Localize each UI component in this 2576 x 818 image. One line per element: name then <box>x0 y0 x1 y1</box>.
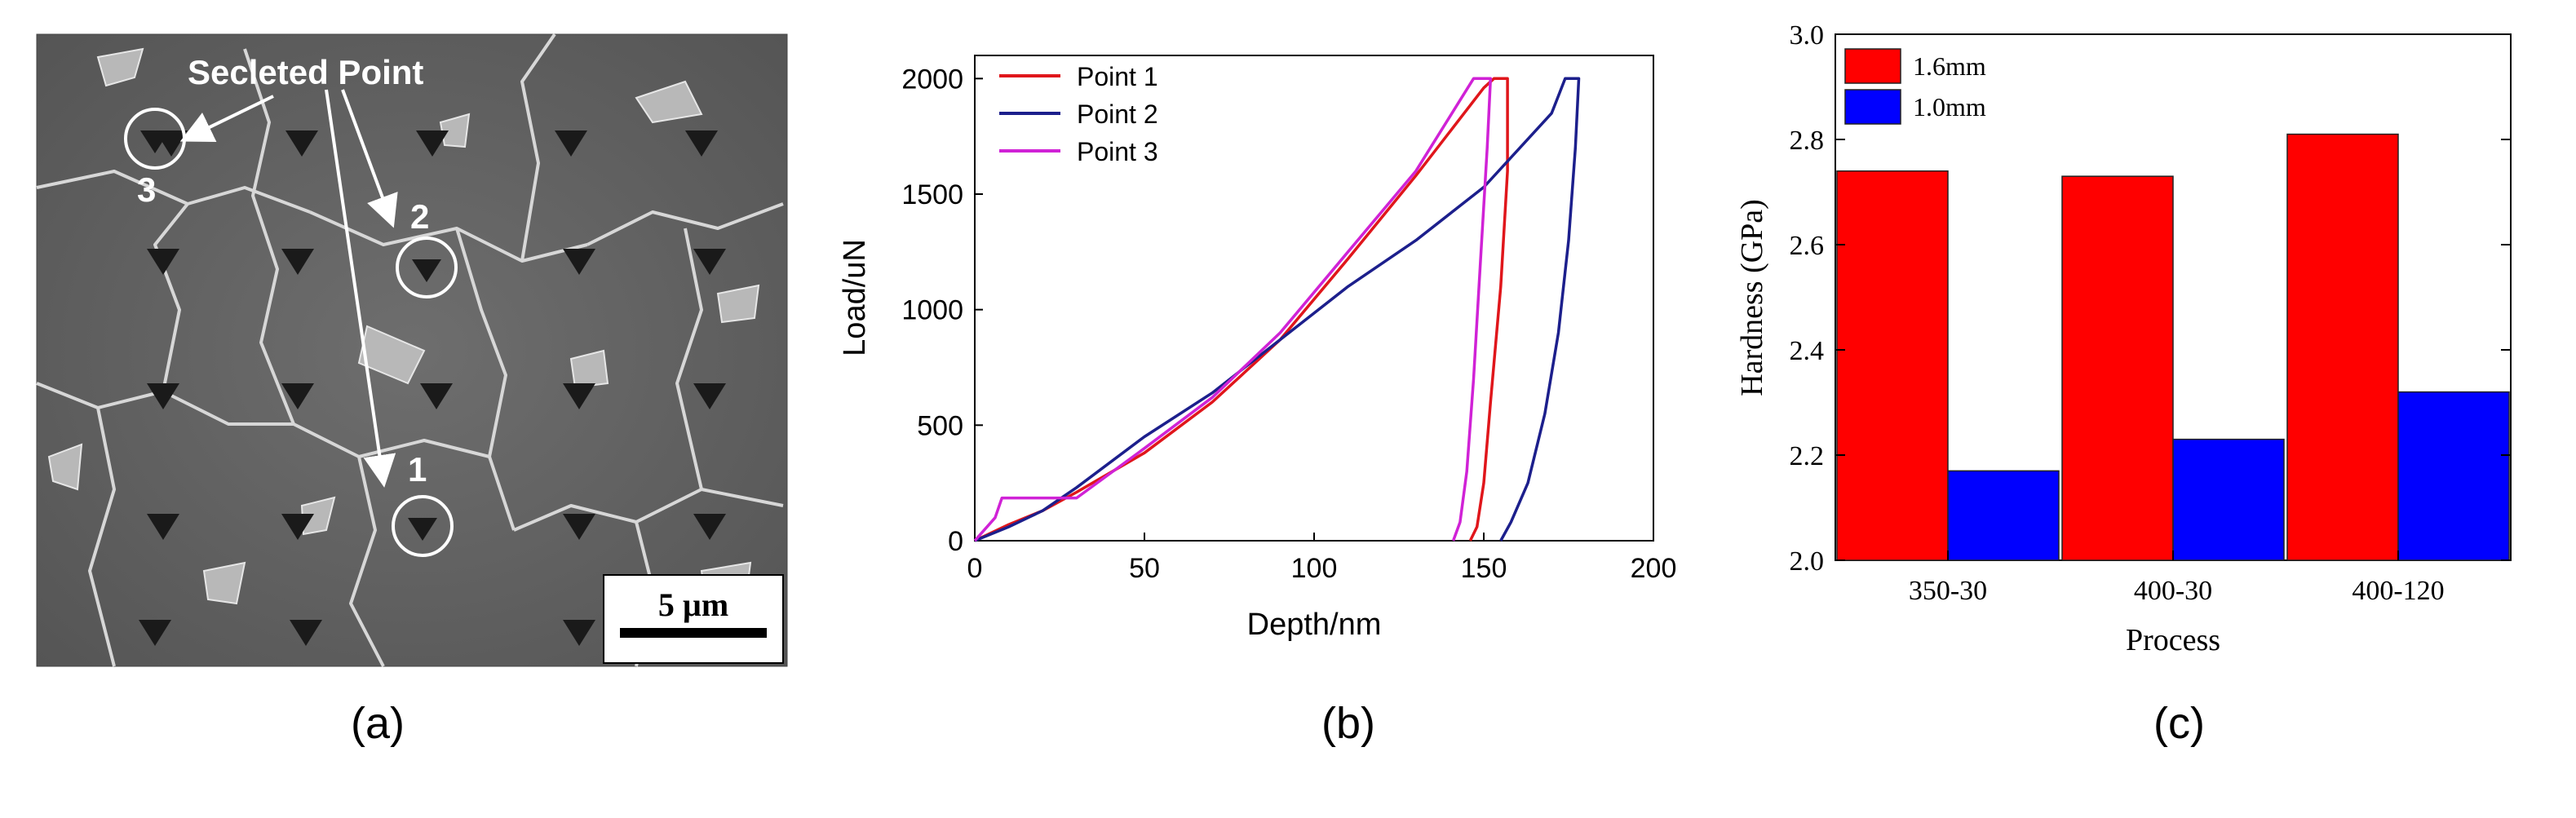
bar-1.6mm-350-30 <box>1836 170 1949 561</box>
x-axis-label: Depth/nm <box>1247 608 1382 642</box>
y-axis-label: Hardness (GPa) <box>1735 199 1769 396</box>
x-axis-ticks: 0 50 100 150 200 <box>967 533 1677 584</box>
x-tick-label: 200 <box>1631 553 1677 584</box>
bar-1.0mm-400-120 <box>2397 391 2510 561</box>
scale-bar-box <box>603 574 784 664</box>
y-tick-label: 1000 <box>901 295 963 326</box>
bar-1.0mm-350-30 <box>1947 470 2060 561</box>
x-tick-label: 150 <box>1461 553 1507 584</box>
panel-a: Secleted Point 3 2 1 5 µm (a) <box>36 33 788 748</box>
selected-point-annotation: Secleted Point <box>188 53 423 91</box>
y-axis-label: Load/uN <box>838 239 872 356</box>
legend-label: Point 1 <box>1077 62 1158 91</box>
point-label-3: 3 <box>137 170 156 209</box>
y-tick-label: 2.8 <box>1790 126 1825 156</box>
scale-bar-label: 5 µm <box>658 586 728 623</box>
panel-a-caption: (a) <box>351 699 405 748</box>
legend-swatch <box>1844 89 1901 125</box>
annotation-arrows <box>179 89 398 488</box>
x-tick-label: 100 <box>1291 553 1338 584</box>
panel-b-caption: (b) <box>1321 699 1375 748</box>
legend: 1.6mm 1.0mm <box>1844 48 1986 125</box>
selected-point-2-circle <box>396 237 458 298</box>
x-tick-label: 0 <box>967 553 983 584</box>
x-axis-ticks: 350-30 400-30 400-120 <box>1909 550 2445 606</box>
x-axis-label: Process <box>2126 623 2220 657</box>
y-tick-label: 2.6 <box>1790 231 1825 261</box>
bar-1.0mm-400-30 <box>2172 438 2285 561</box>
legend-label: 1.6mm <box>1913 51 1986 81</box>
y-tick-label: 0 <box>948 526 963 557</box>
y-tick-label: 2.0 <box>1790 546 1825 577</box>
point-label-2: 2 <box>410 197 429 236</box>
x-tick-label: 400-120 <box>2352 576 2444 606</box>
legend-label: Point 2 <box>1077 99 1158 129</box>
x-tick-label: 350-30 <box>1909 576 1987 606</box>
y-tick-label: 3.0 <box>1790 20 1825 51</box>
y-tick-label: 2.2 <box>1790 441 1825 471</box>
scale-bar-line <box>620 628 767 638</box>
point-label-1: 1 <box>408 450 427 489</box>
y-tick-label: 500 <box>917 410 963 441</box>
legend-label: 1.0mm <box>1913 92 1986 122</box>
y-tick-label: 1500 <box>901 179 963 210</box>
x-tick-label: 400-30 <box>2134 576 2212 606</box>
bars <box>1836 133 2510 561</box>
y-axis-ticks: 2.0 2.2 2.4 2.6 2.8 3.0 <box>1790 20 2511 577</box>
legend-label: Point 3 <box>1077 137 1158 166</box>
panel-c-caption: (c) <box>2153 699 2205 748</box>
series-line-point-1 <box>974 77 1509 542</box>
y-tick-label: 2.4 <box>1790 336 1825 366</box>
panel-c: 2.0 2.2 2.4 2.6 2.8 3.0 350-30 400-30 400-120 1… <box>1735 20 2512 748</box>
y-axis-ticks: 0 500 1000 1500 2000 <box>901 64 983 557</box>
legend-swatch <box>1844 48 1901 84</box>
selected-point-1-circle <box>392 495 454 557</box>
series-line-point-3 <box>973 77 1493 542</box>
series-lines <box>973 77 1581 542</box>
x-tick-label: 50 <box>1129 553 1160 584</box>
bar-1.6mm-400-30 <box>2061 175 2174 561</box>
series-line-point-2 <box>974 77 1581 542</box>
bar-1.6mm-400-120 <box>2286 133 2399 561</box>
legend: Point 1 Point 2 Point 3 <box>999 62 1158 166</box>
y-tick-label: 2000 <box>901 64 963 95</box>
